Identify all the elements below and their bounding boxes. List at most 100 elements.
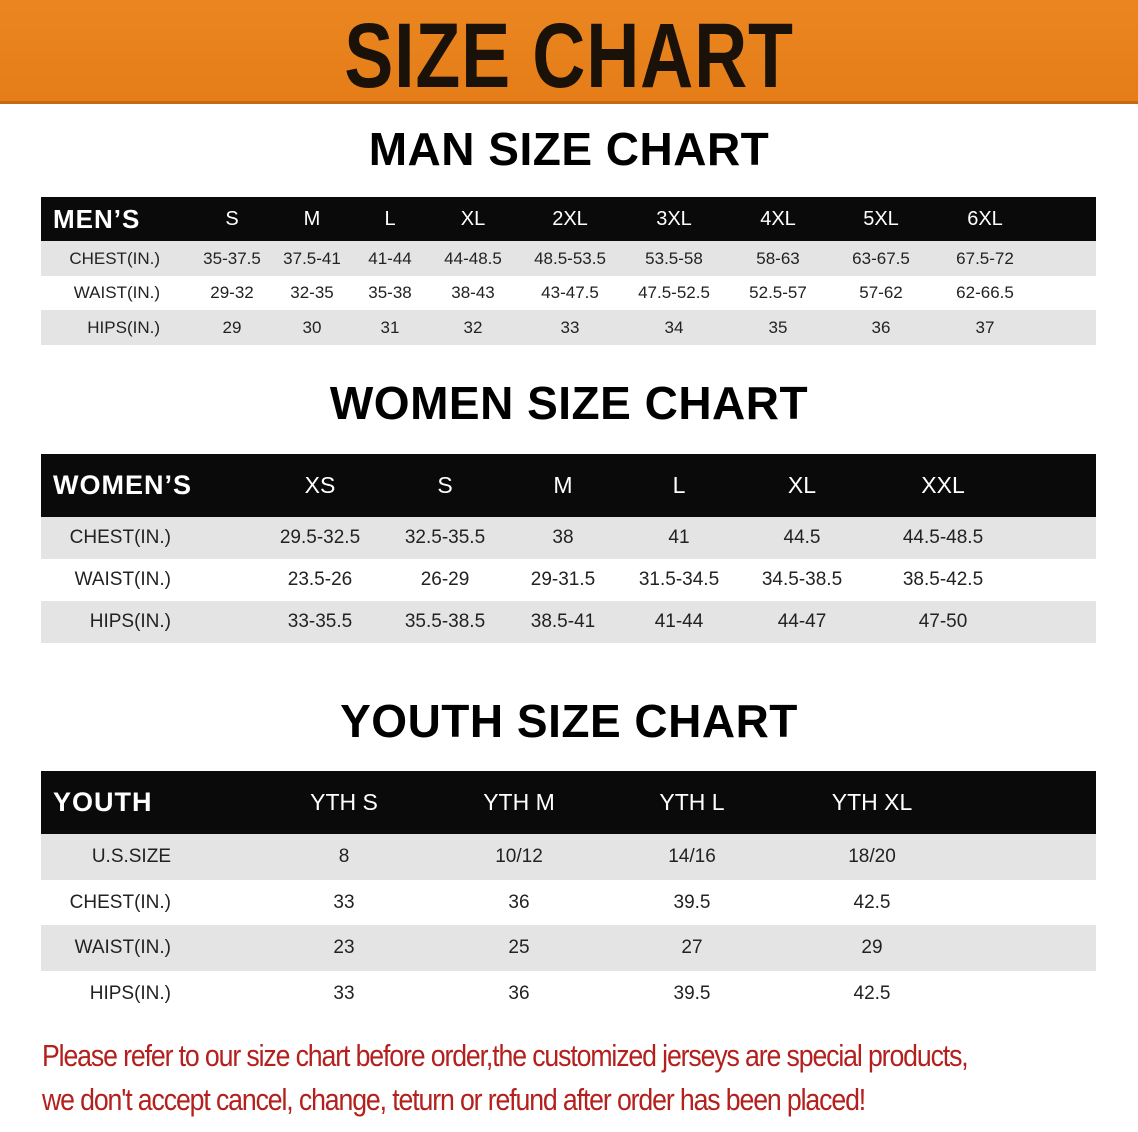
row-label: CHEST(IN.)	[69, 527, 171, 548]
table-cell: 39.5	[673, 982, 711, 1004]
table-cell: 36	[508, 982, 530, 1004]
size-header: M	[553, 472, 573, 498]
row-label: CHEST(IN.)	[69, 248, 160, 268]
size-header: XXL	[921, 472, 965, 498]
table-cell: 38	[552, 527, 574, 548]
table-cell: 31	[380, 317, 400, 337]
table-cell: 41-44	[654, 611, 704, 632]
row-label: U.S.SIZE	[91, 846, 171, 867]
row-label: WAIST(IN.)	[73, 283, 160, 302]
table-cell: 29-32	[210, 283, 254, 302]
table-cell: 37	[975, 317, 995, 337]
size-header: XL	[787, 472, 817, 498]
table-cell: 34	[664, 317, 684, 337]
table-cell: 38.5-41	[530, 611, 596, 632]
table-cell: 34.5-38.5	[761, 569, 843, 590]
table-cell: 26-29	[420, 569, 470, 590]
table-cell: 18/20	[848, 846, 896, 867]
table-cell: 44-47	[777, 611, 827, 632]
size-header: YTH XL	[831, 789, 913, 815]
table-cell: 23.5-26	[287, 569, 353, 590]
table-cell: 8	[338, 846, 350, 867]
women-table-header: WOMEN’S XS S M L XL XXL	[41, 454, 1096, 517]
row-label: HIPS(IN.)	[87, 317, 160, 337]
table-row: CHEST(IN.) 35-37.5 37.5-41 41-44 44-48.5 48.5…	[41, 241, 1096, 276]
table-row: U.S.SIZE 8 10/12 14/16 18/20	[41, 834, 1096, 880]
size-header: 2XL	[552, 207, 588, 230]
men-header-label: MEN’S	[53, 203, 141, 234]
size-header: M	[303, 207, 321, 230]
table-cell: 67.5-72	[956, 248, 1014, 268]
table-row: WAIST(IN.) 23.5-26 26-29 29-31.5 31.5-34.5 34…	[41, 559, 1096, 601]
table-cell: 37.5-41	[283, 248, 341, 268]
table-cell: 35.5-38.5	[404, 611, 486, 632]
notice-line-2: we don't accept cancel, change, teturn o…	[42, 1082, 866, 1117]
table-row: CHEST(IN.) 33 36 39.5 42.5	[41, 880, 1096, 925]
men-table-header: MEN’S S M L XL 2XL 3XL 4XL 5XL 6XL	[41, 197, 1096, 241]
table-cell: 36	[871, 317, 891, 337]
table-cell: 32	[463, 317, 483, 337]
table-cell: 35-37.5	[203, 248, 261, 268]
table-cell: 42.5	[853, 982, 891, 1004]
table-cell: 35-38	[368, 283, 412, 302]
table-cell: 30	[302, 317, 322, 337]
table-row: HIPS(IN.) 33-35.5 35.5-38.5 38.5-41 41-44 44-…	[41, 601, 1096, 643]
table-cell: 32.5-35.5	[404, 527, 486, 548]
table-cell: 44.5-48.5	[902, 527, 984, 548]
size-header: YTH M	[483, 789, 555, 815]
table-cell: 33	[333, 891, 355, 913]
table-cell: 33	[333, 982, 355, 1004]
table-cell: 29.5-32.5	[279, 527, 361, 548]
table-cell: 62-66.5	[956, 283, 1014, 302]
size-header: L	[384, 207, 396, 230]
row-label: HIPS(IN.)	[89, 611, 171, 632]
table-cell: 29-31.5	[530, 569, 596, 590]
size-header: 5XL	[863, 207, 899, 230]
size-header: YTH S	[310, 789, 378, 815]
table-cell: 35	[768, 317, 788, 337]
table-cell: 43-47.5	[541, 283, 599, 302]
table-cell: 58-63	[756, 248, 800, 268]
notice-line-1: Please refer to our size chart before or…	[42, 1038, 969, 1073]
table-cell: 33	[560, 317, 580, 337]
row-label: WAIST(IN.)	[74, 937, 171, 958]
table-cell: 42.5	[853, 891, 891, 913]
table-cell: 23	[333, 937, 355, 958]
size-header: L	[672, 472, 686, 498]
men-section-title: MAN SIZE CHART	[368, 123, 770, 175]
men-size-table: MEN’S S M L XL 2XL 3XL 4XL 5XL 6XL CHEST(IN.) 35-37…	[41, 197, 1096, 345]
table-cell: 36	[508, 891, 530, 913]
table-cell: 25	[508, 937, 530, 958]
youth-section-title: YOUTH SIZE CHART	[340, 695, 798, 747]
table-cell: 41-44	[368, 248, 412, 268]
table-cell: 29	[222, 317, 242, 337]
women-header-label: WOMEN’S	[53, 470, 192, 500]
row-label: WAIST(IN.)	[74, 569, 171, 590]
size-header: XL	[460, 207, 486, 230]
table-cell: 48.5-53.5	[534, 248, 606, 268]
size-header: YTH L	[659, 789, 725, 815]
table-cell: 14/16	[668, 846, 716, 867]
table-cell: 39.5	[673, 891, 711, 913]
table-cell: 52.5-57	[749, 283, 807, 302]
table-row: WAIST(IN.) 29-32 32-35 35-38 38-43 43-47.5 47.…	[41, 276, 1096, 310]
table-cell: 32-35	[290, 283, 334, 302]
table-row: CHEST(IN.) 29.5-32.5 32.5-35.5 38 41 44.5 44.5…	[41, 517, 1096, 559]
size-chart-banner: SIZE CHART	[0, 0, 1138, 107]
table-row: HIPS(IN.) 33 36 39.5 42.5	[41, 971, 1096, 1016]
women-size-table: WOMEN’S XS S M L XL XXL CHEST(IN.) 29.5-32.5 32.5…	[41, 454, 1096, 643]
table-row: HIPS(IN.) 29 30 31 32 33 34 35 36 37	[41, 310, 1096, 345]
size-header: XS	[304, 472, 336, 498]
size-header: S	[225, 207, 239, 230]
table-cell: 31.5-34.5	[638, 569, 720, 590]
banner-title: SIZE CHART	[344, 5, 794, 107]
table-cell: 33-35.5	[287, 611, 353, 632]
table-cell: 47.5-52.5	[638, 283, 710, 302]
table-cell: 10/12	[495, 846, 543, 867]
table-cell: 41	[668, 527, 690, 548]
table-cell: 38-43	[451, 283, 495, 302]
table-cell: 47-50	[918, 611, 968, 632]
table-cell: 57-62	[859, 283, 903, 302]
row-label: CHEST(IN.)	[69, 891, 171, 913]
size-header: 4XL	[760, 207, 796, 230]
